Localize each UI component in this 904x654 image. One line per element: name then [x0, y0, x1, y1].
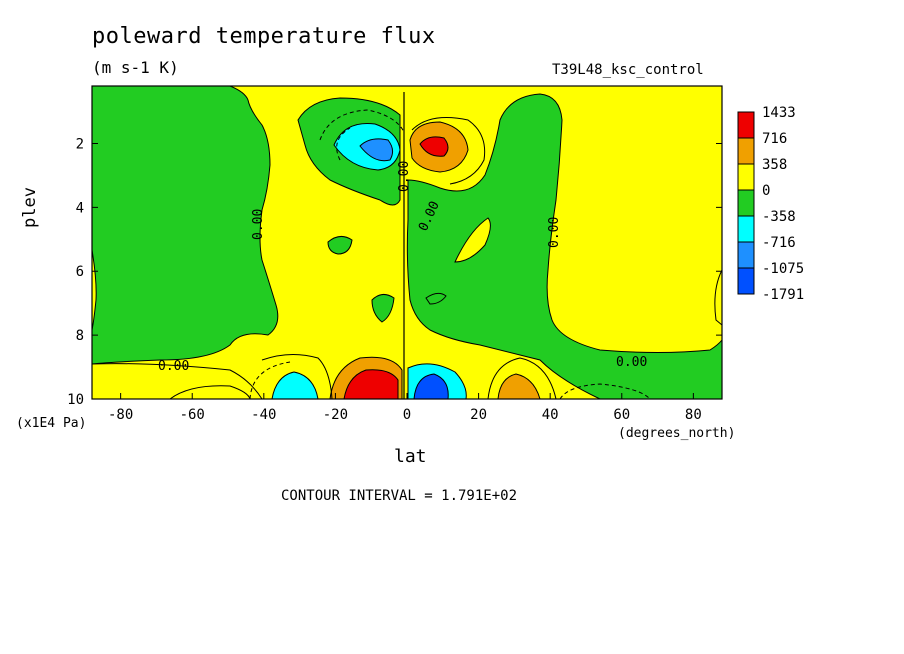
x-tick-label: -80 [108, 407, 133, 423]
legend-label: 1433 [762, 105, 796, 121]
y-tick-label: 4 [76, 200, 84, 216]
positive-region-west-edge [92, 249, 97, 331]
x-axis-units: (degrees_north) [618, 426, 736, 441]
y-tick-label: 2 [76, 136, 84, 152]
x-tick-label: 40 [542, 407, 559, 423]
contour-lines [169, 92, 651, 399]
legend-swatch [737, 163, 755, 191]
x-tick-label: 60 [613, 407, 630, 423]
negative-blue-upper [359, 138, 394, 162]
y-tick-label: 6 [76, 264, 84, 280]
chart-title: poleward temperature flux [92, 24, 436, 49]
positive-red-lower [343, 369, 399, 399]
negative-region-island-3 [425, 292, 447, 305]
contour-label: 0.00 [616, 355, 647, 370]
legend-swatch [737, 189, 755, 217]
x-tick-label: 80 [685, 407, 702, 423]
positive-red-upper [419, 136, 449, 157]
x-axis-label: lat [394, 446, 427, 467]
legend-label: -1075 [762, 261, 804, 277]
legend-label: -358 [762, 209, 796, 225]
contour-label: 0.00 [397, 161, 412, 192]
positive-region-lower [92, 363, 263, 399]
negative-region-island-1 [327, 236, 353, 255]
run-label: T39L48_ksc_control [552, 62, 704, 78]
x-axis-ticks: -80 -60 -40 -20 0 20 40 60 80 [108, 393, 702, 423]
y-axis-units: (x1E4 Pa) [16, 416, 87, 431]
x-tick-label: -60 [180, 407, 205, 423]
positive-orange-lower-north [497, 373, 541, 399]
y-tick-label: 8 [76, 328, 84, 344]
contour-label: 0.00 [251, 209, 266, 240]
y-axis-ticks: 2 4 6 8 10 [67, 136, 722, 408]
negative-blue-lower-center [413, 373, 449, 399]
contour-label: 0.00 [547, 217, 562, 248]
negative-region-northern-band [406, 93, 722, 399]
legend-label: -1791 [762, 287, 804, 303]
legend-label: -716 [762, 235, 796, 251]
x-tick-label: -20 [323, 407, 348, 423]
legend-swatch [737, 267, 755, 295]
x-tick-label: 20 [470, 407, 487, 423]
x-tick-label: -40 [251, 407, 276, 423]
positive-region-northern-island [454, 217, 491, 263]
contour-fill-layer [92, 86, 722, 399]
negative-region-island-2 [371, 294, 395, 323]
legend-swatch [737, 241, 755, 269]
negative-cyan-lower-south [271, 371, 319, 399]
contour-label: 0.00 [158, 359, 189, 374]
x-tick-label: 0 [403, 407, 411, 423]
legend-label: 0 [762, 183, 770, 199]
negative-region-southern-band [92, 86, 279, 365]
chart-units: (m s-1 K) [92, 58, 179, 77]
contour-interval-text: CONTOUR INTERVAL = 1.791E+02 [281, 488, 518, 504]
legend-swatch [737, 137, 755, 165]
legend-label: 716 [762, 131, 787, 147]
color-legend: 1433 716 358 0 -358 -716 -1075 -1791 [737, 105, 804, 303]
y-tick-label: 10 [67, 392, 84, 408]
positive-region-east-edge [714, 269, 722, 326]
legend-swatch [737, 111, 755, 139]
legend-swatch [737, 215, 755, 243]
legend-label: 358 [762, 157, 787, 173]
